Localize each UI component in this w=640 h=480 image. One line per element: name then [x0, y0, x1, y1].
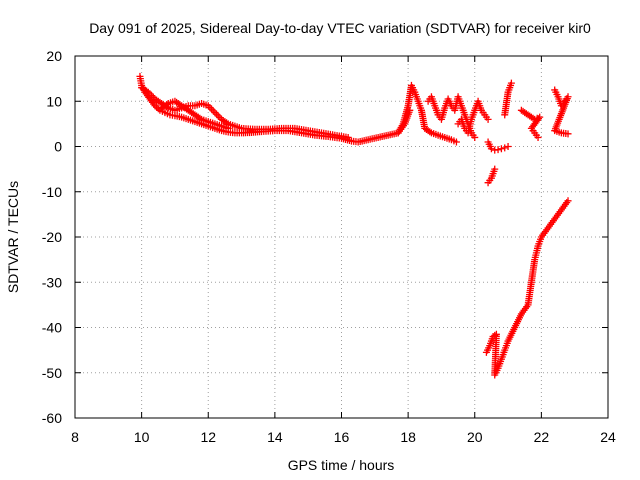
data-point — [209, 107, 217, 115]
data-point — [491, 165, 499, 173]
data-point — [564, 130, 572, 138]
data-point — [213, 110, 221, 118]
data-point — [484, 115, 492, 123]
series-track-b — [138, 84, 352, 141]
x-tick-label: 16 — [334, 429, 350, 445]
data-point — [501, 144, 509, 152]
data-point — [497, 145, 505, 153]
data-point — [208, 105, 216, 113]
series-track-l — [482, 197, 572, 379]
y-tick-label: -60 — [42, 410, 62, 426]
data-point — [487, 145, 495, 153]
data-point — [494, 146, 502, 154]
data-point — [196, 114, 204, 122]
series-track-d — [394, 81, 460, 146]
x-tick-label: 14 — [267, 429, 283, 445]
data-points — [136, 72, 572, 379]
series-track-f — [454, 97, 492, 137]
data-point — [224, 124, 232, 132]
data-point — [154, 105, 162, 113]
x-tick-label: 8 — [71, 429, 79, 445]
data-point — [426, 128, 434, 136]
y-tick-label: -50 — [42, 365, 62, 381]
data-point — [153, 103, 161, 111]
data-point — [534, 133, 542, 141]
chart-title: Day 091 of 2025, Sidereal Day-to-day VTE… — [89, 20, 591, 36]
x-tick-label: 18 — [400, 429, 416, 445]
y-tick-label: -10 — [42, 184, 62, 200]
plot-frame — [74, 55, 609, 419]
y-tick-label: 10 — [46, 93, 62, 109]
data-point — [344, 133, 352, 141]
data-point — [471, 133, 479, 141]
y-tick-label: 20 — [46, 48, 62, 64]
data-point — [507, 79, 515, 87]
series-track-h — [484, 165, 499, 187]
y-tick-label: -40 — [42, 320, 62, 336]
series-track-g — [484, 138, 512, 154]
data-point — [564, 197, 572, 205]
x-axis-label: GPS time / hours — [288, 457, 395, 473]
data-point — [504, 143, 512, 150]
grid-lines — [75, 56, 608, 418]
y-axis-label: SDTVAR / TECUs — [5, 181, 21, 293]
series-track-i — [501, 79, 515, 119]
x-tick-label: 10 — [134, 429, 150, 445]
series-track-k — [551, 86, 572, 138]
y-tick-label: -20 — [42, 229, 62, 245]
data-point — [151, 102, 159, 110]
x-tick-label: 22 — [534, 429, 550, 445]
x-tick-label: 20 — [467, 429, 483, 445]
y-tick-label: 0 — [54, 139, 62, 155]
x-tick-label: 12 — [200, 429, 216, 445]
data-point — [211, 109, 219, 117]
data-point — [452, 138, 460, 146]
y-axis-ticks: -60 -50 -40 -30 -20 -10 0 10 20 — [42, 48, 608, 426]
data-point — [163, 101, 171, 109]
x-tick-label: 24 — [600, 429, 616, 445]
series-track-c — [158, 97, 232, 132]
series-track-j — [517, 106, 544, 141]
y-tick-label: -30 — [42, 274, 62, 290]
x-axis-ticks: 8 10 12 14 16 18 20 22 24 — [71, 56, 616, 445]
data-point — [214, 112, 222, 120]
